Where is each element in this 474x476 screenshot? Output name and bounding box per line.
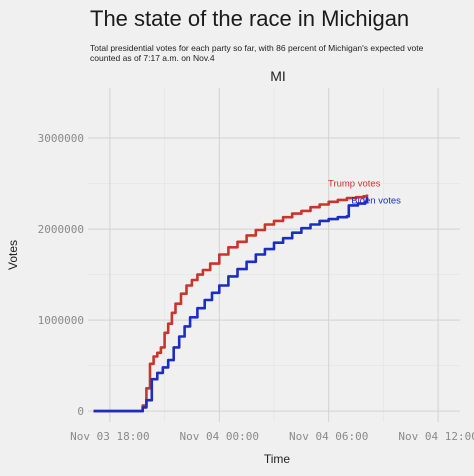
chart-subtitle-line-1: Total presidential votes for each party … bbox=[90, 43, 424, 53]
y-tick-label: 1000000 bbox=[38, 314, 84, 327]
y-tick-label: 3000000 bbox=[38, 132, 84, 145]
grid-layer bbox=[88, 88, 460, 422]
chart-subtitle-line-2: counted as of 7:17 a.m. on Nov.4 bbox=[90, 53, 215, 63]
y-tick-label: 2000000 bbox=[38, 223, 84, 236]
series-line-biden bbox=[93, 197, 369, 413]
series-label-biden: Biden votes bbox=[351, 196, 401, 207]
series-label-trump: Trump votes bbox=[328, 178, 381, 189]
x-tick-label: Nov 04 00:00 bbox=[180, 430, 259, 443]
series-line-trump bbox=[93, 194, 369, 413]
x-axis-title: Time bbox=[264, 452, 291, 466]
label-layer: Trump votes Biden votes bbox=[328, 178, 401, 206]
tick-layer: 0 1000000 2000000 3000000 Nov 03 18:00 Nov 04… bbox=[38, 132, 474, 443]
x-tick-label: Nov 04 06:00 bbox=[289, 430, 368, 443]
x-tick-label: Nov 03 18:00 bbox=[70, 430, 149, 443]
y-axis-title: Votes bbox=[6, 240, 20, 270]
x-tick-label: Nov 04 12:00 bbox=[398, 430, 474, 443]
series-layer bbox=[93, 194, 369, 413]
facet-label: MI bbox=[270, 68, 286, 84]
y-tick-label: 0 bbox=[77, 405, 84, 418]
chart-title: The state of the race in Michigan bbox=[90, 6, 409, 31]
